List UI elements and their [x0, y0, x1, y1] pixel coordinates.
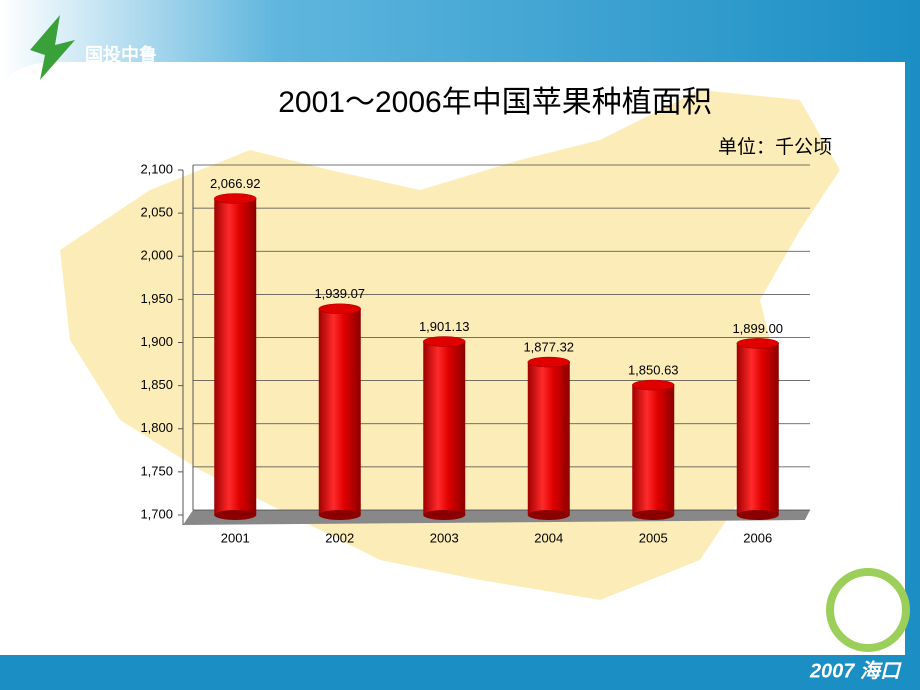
bar	[632, 385, 675, 515]
y-tick-label: 1,850	[140, 377, 173, 392]
plot: 1,700 1,750 1,800 1,850 1,900 1,950 2,000 2,050…	[140, 161, 810, 545]
y-tick-label: 1,750	[140, 463, 173, 478]
bar-base	[214, 510, 257, 520]
bar	[423, 341, 466, 515]
footer-text: 2007 海口	[809, 659, 902, 682]
bar-base	[423, 510, 466, 520]
bar-top	[318, 303, 361, 315]
bar	[318, 308, 361, 515]
bar-base	[632, 510, 675, 520]
value-label: 1,850.63	[628, 363, 679, 378]
y-tick-label: 1,800	[140, 420, 173, 435]
value-label: 1,877.32	[523, 339, 574, 354]
value-label: 2,066.92	[210, 176, 261, 191]
y-tick-label: 2,050	[140, 205, 173, 220]
bar-top	[423, 336, 466, 347]
y-tick-label: 1,950	[140, 291, 173, 306]
x-tick-label: 2002	[325, 530, 354, 545]
x-tick-label: 2005	[639, 530, 668, 545]
bar	[527, 362, 570, 515]
value-label: 1,901.13	[419, 319, 470, 334]
y-tick-label: 2,100	[140, 161, 173, 176]
bar-top	[736, 338, 779, 349]
x-tick-label: 2006	[743, 530, 772, 545]
bar-base	[736, 510, 779, 520]
bar	[736, 343, 779, 515]
x-tick-label: 2004	[534, 530, 563, 545]
x-tick-label: 2001	[221, 530, 250, 545]
unit-label: 单位：千公顷	[718, 136, 832, 158]
bar-top	[214, 193, 257, 204]
bar	[214, 198, 257, 515]
logo-text: 国投中鲁	[85, 44, 157, 65]
logo-icon	[30, 15, 75, 80]
y-tick-label: 1,900	[140, 334, 173, 349]
x-tick-label: 2003	[430, 530, 459, 545]
value-label: 1,899.00	[732, 321, 783, 336]
bar-top	[527, 356, 570, 368]
chart-title: 2001～2006年中国苹果种植面积	[278, 86, 711, 119]
event-logo	[826, 568, 910, 652]
value-label: 1,939.07	[314, 286, 365, 301]
y-tick-label: 2,000	[140, 248, 173, 263]
bar-base	[527, 510, 570, 520]
y-tick-label: 1,700	[140, 506, 173, 521]
footer-band	[0, 655, 920, 690]
bar-top	[632, 379, 675, 391]
bar-base	[318, 510, 361, 520]
